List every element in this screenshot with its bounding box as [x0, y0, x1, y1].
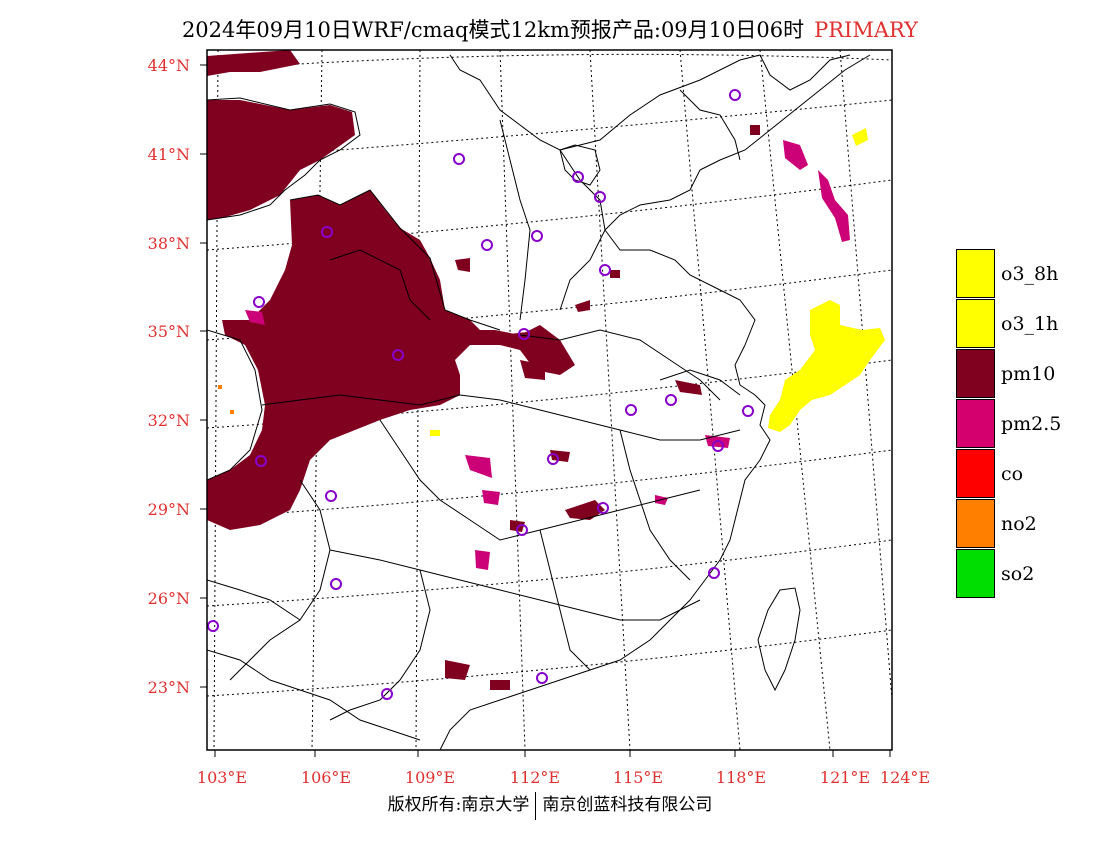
no2-regions	[218, 385, 234, 414]
legend-item-pm25: pm2.5	[955, 399, 1085, 449]
lon-label-118: 118°E	[716, 768, 766, 787]
pm10-regions	[207, 50, 760, 690]
lat-label-35: 35°N	[148, 322, 190, 341]
legend-item-co: co	[955, 449, 1085, 499]
legend-item-o3-1h: o3_1h	[955, 299, 1085, 349]
footer-left: 版权所有:南京大学	[387, 795, 530, 815]
lon-label-112: 112°E	[510, 768, 560, 787]
lon-tick-marks	[214, 750, 891, 757]
map-frame	[206, 49, 893, 751]
legend-swatch-o3-8h	[956, 249, 995, 298]
legend-swatch-pm10	[956, 349, 995, 398]
lon-label-115: 115°E	[613, 768, 663, 787]
lon-label-121: 121°E	[820, 768, 870, 787]
lat-label-29: 29°N	[148, 500, 190, 519]
o3-regions	[430, 128, 885, 436]
legend-label-pm10: pm10	[1001, 363, 1056, 385]
legend-swatch-no2	[956, 499, 995, 548]
lon-label-103: 103°E	[197, 768, 247, 787]
map-content	[207, 50, 892, 750]
map-title: 2024年09月10日WRF/cmaq模式12km预报产品:09月10日06时 P…	[0, 14, 1100, 44]
pollutant-legend: o3_8h o3_1h pm10 pm2.5 co no2 so2	[955, 249, 1085, 599]
legend-label-o3-8h: o3_8h	[1001, 263, 1059, 285]
lat-label-41: 41°N	[148, 145, 190, 164]
legend-item-o3-8h: o3_8h	[955, 249, 1085, 299]
lon-labels: 103°E 106°E 109°E 112°E 115°E 118°E 121°…	[197, 768, 930, 787]
legend-label-no2: no2	[1001, 513, 1037, 535]
legend-label-pm25: pm2.5	[1001, 413, 1062, 435]
legend-swatch-o3-1h	[956, 299, 995, 348]
legend-item-pm10: pm10	[955, 349, 1085, 399]
lon-label-124: 124°E	[880, 768, 930, 787]
legend-label-co: co	[1001, 463, 1024, 485]
station-markers	[207, 89, 754, 700]
legend-swatch-pm25	[956, 399, 995, 448]
legend-label-so2: so2	[1001, 563, 1035, 585]
lat-tick-marks	[200, 64, 207, 688]
footer-right: 南京创蓝科技有限公司	[542, 795, 713, 815]
footer-separator	[535, 791, 537, 820]
lon-label-109: 109°E	[405, 768, 455, 787]
boundaries	[207, 54, 871, 750]
copyright-footer: 版权所有:南京大学 南京创蓝科技有限公司	[0, 790, 1100, 820]
title-tag: PRIMARY	[814, 18, 919, 42]
lat-label-38: 38°N	[148, 234, 190, 253]
lat-label-23: 23°N	[148, 678, 190, 697]
lat-label-26: 26°N	[148, 589, 190, 608]
lat-labels: 44°N 41°N 38°N 35°N 32°N 29°N 26°N 23°N	[148, 56, 190, 697]
legend-item-no2: no2	[955, 499, 1085, 549]
lat-label-44: 44°N	[148, 56, 190, 75]
legend-item-so2: so2	[955, 549, 1085, 599]
lon-label-106: 106°E	[301, 768, 351, 787]
legend-swatch-so2	[956, 549, 995, 598]
legend-swatch-co	[956, 449, 995, 498]
title-main: 2024年09月10日WRF/cmaq模式12km预报产品:09月10日06时	[181, 18, 805, 42]
lat-label-32: 32°N	[148, 411, 190, 430]
legend-label-o3-1h: o3_1h	[1001, 313, 1059, 335]
